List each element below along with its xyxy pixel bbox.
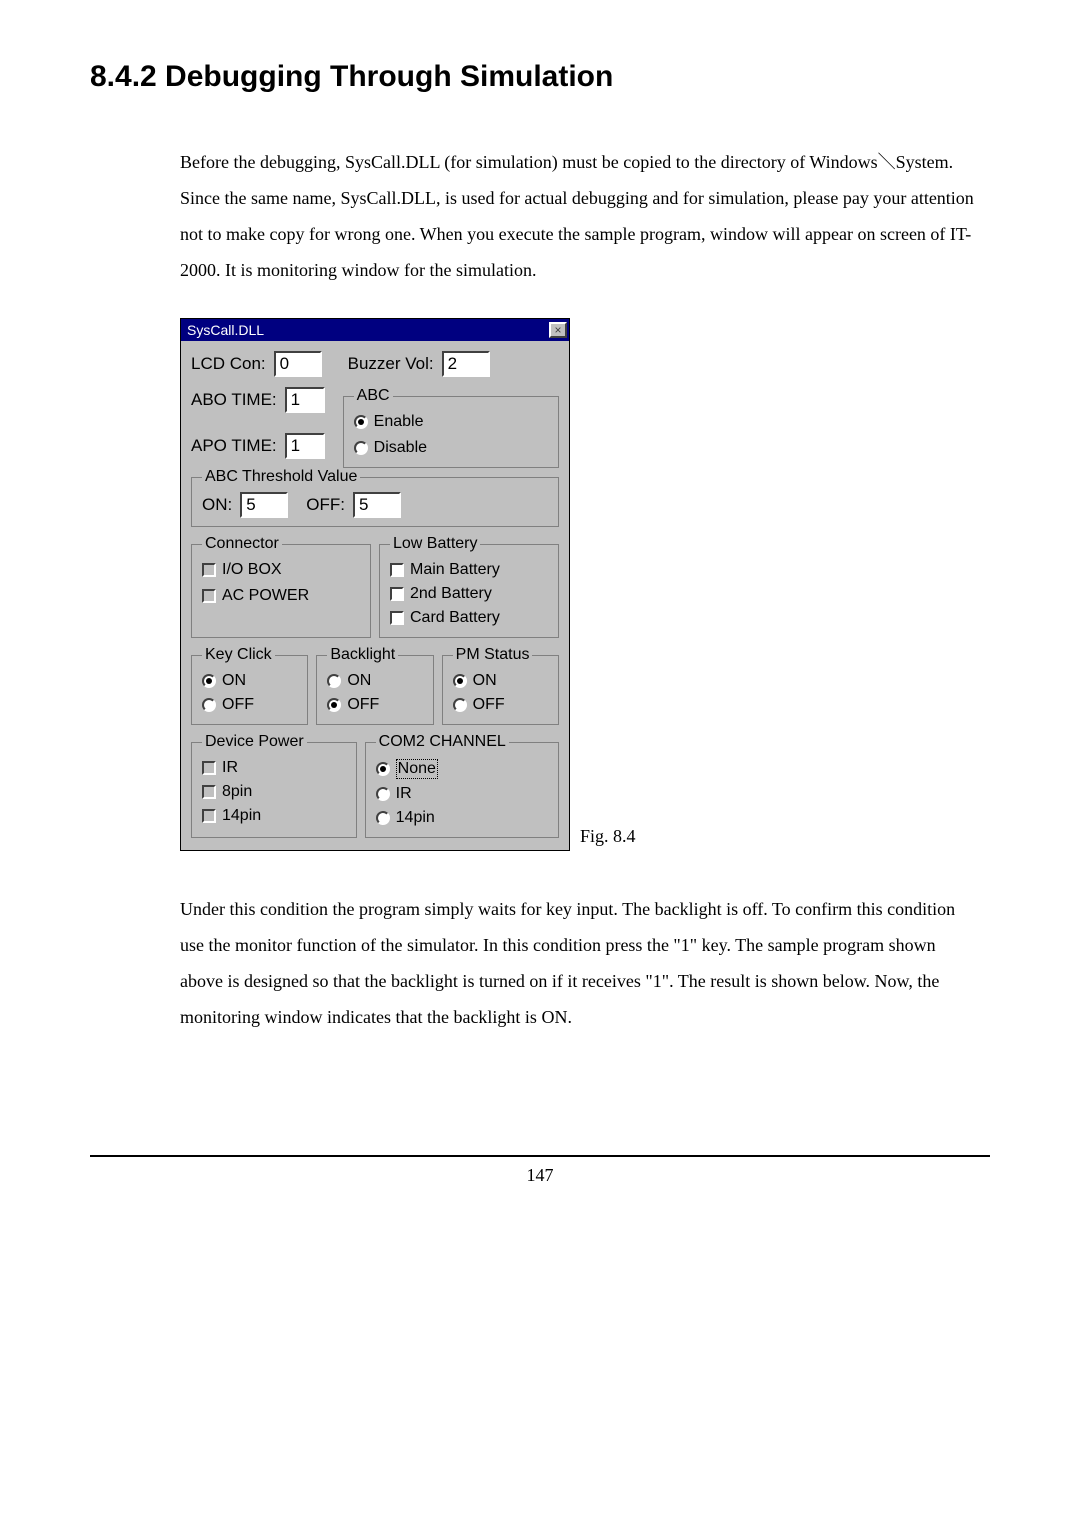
backlight-legend: Backlight [327, 646, 398, 664]
com2-none-radio[interactable]: None [376, 759, 548, 779]
ac-power-check[interactable]: AC POWER [202, 587, 360, 605]
thresh-off-input[interactable]: 5 [353, 492, 401, 518]
apo-time-label: APO TIME: [191, 436, 277, 456]
abo-time-label: ABO TIME: [191, 390, 277, 410]
abc-group: ABC Enable Disable [343, 387, 559, 468]
buzzer-label: Buzzer Vol: [348, 354, 434, 374]
buzzer-input[interactable]: 2 [442, 351, 490, 377]
thresh-on-input[interactable]: 5 [240, 492, 288, 518]
key-click-legend: Key Click [202, 646, 275, 664]
intro-paragraph: Before the debugging, SysCall.DLL (for s… [180, 144, 980, 288]
dialog-titlebar: SysCall.DLL × [181, 319, 569, 341]
main-battery-check[interactable]: Main Battery [390, 561, 548, 579]
abc-threshold-group: ABC Threshold Value ON: 5 OFF: 5 [191, 468, 559, 527]
pmstatus-on-radio[interactable]: ON [453, 672, 548, 690]
lcd-con-input[interactable]: 0 [274, 351, 322, 377]
abc-disable-radio[interactable]: Disable [354, 439, 548, 457]
keyclick-on-radio[interactable]: ON [202, 672, 297, 690]
dev-8pin-check[interactable]: 8pin [202, 783, 346, 801]
com2-channel-group: COM2 CHANNEL None IR 14pin [365, 733, 559, 838]
section-heading: 8.4.2 Debugging Through Simulation [90, 60, 990, 94]
connector-legend: Connector [202, 535, 282, 553]
abo-time-input[interactable]: 1 [285, 387, 325, 413]
abc-enable-radio[interactable]: Enable [354, 413, 548, 431]
low-battery-legend: Low Battery [390, 535, 480, 553]
io-box-check[interactable]: I/O BOX [202, 561, 360, 579]
backlight-on-radio[interactable]: ON [327, 672, 422, 690]
com2-ir-radio[interactable]: IR [376, 785, 548, 803]
abc-threshold-legend: ABC Threshold Value [202, 468, 360, 486]
keyclick-off-radio[interactable]: OFF [202, 696, 297, 714]
thresh-off-label: OFF: [306, 495, 345, 515]
device-power-group: Device Power IR 8pin 14pin [191, 733, 357, 838]
dev-14pin-check[interactable]: 14pin [202, 807, 346, 825]
device-power-legend: Device Power [202, 733, 307, 751]
second-battery-check[interactable]: 2nd Battery [390, 585, 548, 603]
low-battery-group: Low Battery Main Battery 2nd Battery Car… [379, 535, 559, 638]
com2-legend: COM2 CHANNEL [376, 733, 509, 751]
card-battery-check[interactable]: Card Battery [390, 609, 548, 627]
footer-rule [90, 1155, 990, 1157]
pm-status-group: PM Status ON OFF [442, 646, 559, 725]
syscall-dialog: SysCall.DLL × LCD Con: 0 Buzzer Vol: 2 [180, 318, 570, 851]
pmstatus-off-radio[interactable]: OFF [453, 696, 548, 714]
lcd-con-label: LCD Con: [191, 354, 266, 374]
dev-ir-check[interactable]: IR [202, 759, 346, 777]
dialog-title: SysCall.DLL [187, 322, 264, 338]
apo-time-input[interactable]: 1 [285, 433, 325, 459]
abc-legend: ABC [354, 387, 393, 405]
thresh-on-label: ON: [202, 495, 232, 515]
second-paragraph: Under this condition the program simply … [180, 891, 980, 1035]
key-click-group: Key Click ON OFF [191, 646, 308, 725]
figure-caption: Fig. 8.4 [580, 826, 636, 851]
backlight-group: Backlight ON OFF [316, 646, 433, 725]
backlight-off-radio[interactable]: OFF [327, 696, 422, 714]
page-number: 147 [90, 1165, 990, 1186]
pm-status-legend: PM Status [453, 646, 533, 664]
close-icon[interactable]: × [549, 322, 567, 338]
com2-14pin-radio[interactable]: 14pin [376, 809, 548, 827]
connector-group: Connector I/O BOX AC POWER [191, 535, 371, 638]
